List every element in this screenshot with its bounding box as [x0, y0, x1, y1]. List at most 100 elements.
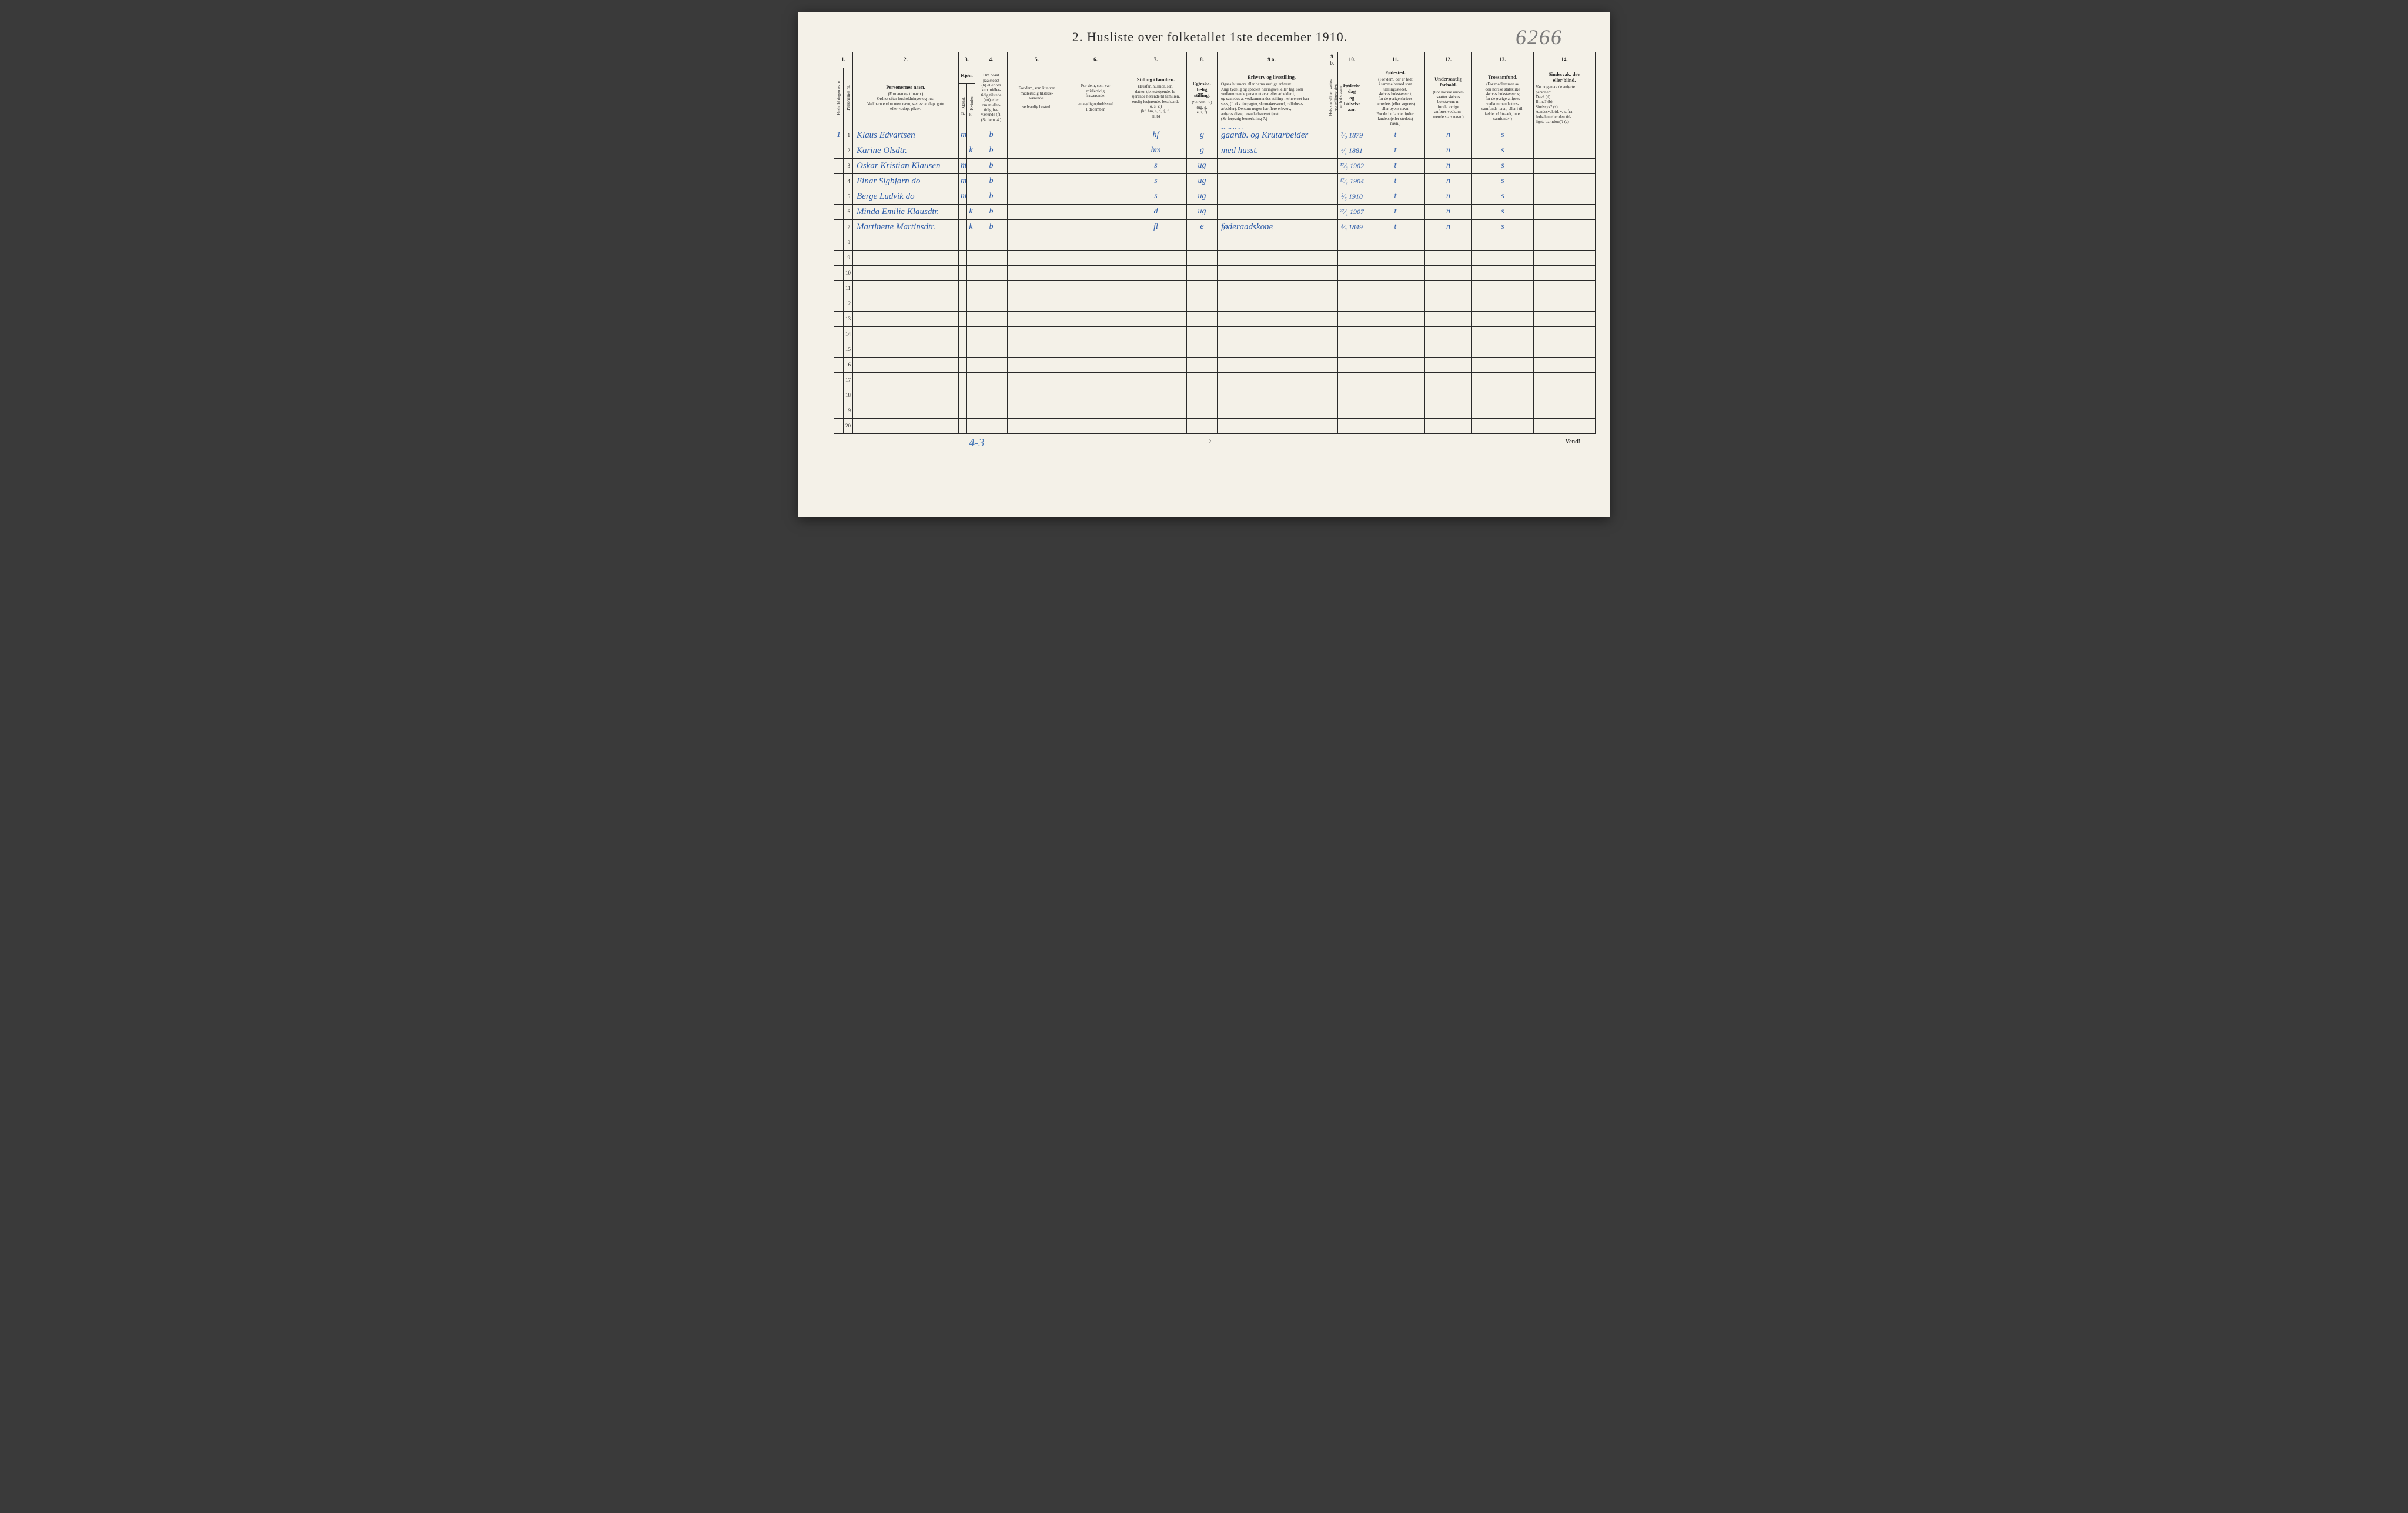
cell-erhverv: xo selviergaardb. og Krutarbeider	[1218, 128, 1326, 143]
col-num-6: 6.	[1066, 52, 1125, 68]
table-row: 5 Berge Ludvik do m b s ug ²⁄₅ 1910 t n …	[834, 189, 1596, 204]
cell-sex-m: m	[959, 158, 967, 173]
cell-egte: ug	[1187, 158, 1218, 173]
cell-sex-k	[967, 173, 975, 189]
census-table: 1. 2. 3. 4. 5. 6. 7. 8. 9 a. 9 b. 10. 11…	[834, 52, 1596, 434]
cell-egte: ug	[1187, 204, 1218, 219]
cell-erhverv	[1218, 189, 1326, 204]
col-num-9a: 9 a.	[1218, 52, 1326, 68]
hdr-maend: Mænd.m.	[959, 84, 967, 128]
page-title: 2. Husliste over folketallet 1ste decemb…	[1072, 29, 1347, 44]
handwritten-bottom: 4-3	[969, 436, 985, 450]
cell-hnr	[834, 173, 844, 189]
cell-c6	[1066, 173, 1125, 189]
cell-9b	[1326, 158, 1338, 173]
cell-c14	[1534, 219, 1596, 235]
cell-pnr: 19	[844, 403, 853, 418]
cell-hnr	[834, 143, 844, 158]
cell-egte: ug	[1187, 173, 1218, 189]
cell-c5	[1008, 143, 1066, 158]
col-num-4: 4.	[975, 52, 1008, 68]
hdr-bosat: Om bosat paa stedet (b) eller om kun mid…	[975, 68, 1008, 128]
table-row: 6 Minda Emilie Klausdtr. k b d ug ²⁷⁄₁ 1…	[834, 204, 1596, 219]
cell-c14	[1534, 158, 1596, 173]
cell-fsted: t	[1366, 158, 1425, 173]
cell-erhverv: med husst.	[1218, 143, 1326, 158]
hdr-fodested: Fødested. (For dem, der er født i samme …	[1366, 68, 1425, 128]
cell-name: Berge Ludvik do	[853, 189, 959, 204]
cell-hnr	[834, 219, 844, 235]
record-number: 6266	[1516, 25, 1563, 49]
cell-c14	[1534, 189, 1596, 204]
cell-sex-k: k	[967, 204, 975, 219]
cell-pnr: 18	[844, 388, 853, 403]
cell-c5	[1008, 128, 1066, 143]
cell-fsted: t	[1366, 204, 1425, 219]
hdr-midlertidig-tilstede: For dem, som kun var midlertidig tilsted…	[1008, 68, 1066, 128]
cell-c6	[1066, 158, 1125, 173]
cell-erhverv	[1218, 204, 1326, 219]
cell-fsted: t	[1366, 173, 1425, 189]
cell-bosat: b	[975, 158, 1008, 173]
cell-dob: ³⁄₆ 1849	[1338, 219, 1366, 235]
title-row: 2. Husliste over folketallet 1ste decemb…	[834, 29, 1586, 45]
cell-9b	[1326, 219, 1338, 235]
cell-stilling: s	[1125, 158, 1187, 173]
col-num-3: 3.	[959, 52, 975, 68]
cell-c6	[1066, 204, 1125, 219]
cell-under: n	[1425, 173, 1472, 189]
cell-egte: e	[1187, 219, 1218, 235]
table-row: 2 Karine Olsdtr. k b hm g med husst. ³⁄₁…	[834, 143, 1596, 158]
col-num-13: 13.	[1472, 52, 1534, 68]
hdr-sex: Kjøn.	[959, 68, 975, 84]
cell-pnr: 7	[844, 219, 853, 235]
cell-erhverv	[1218, 158, 1326, 173]
cell-sex-k: k	[967, 143, 975, 158]
cell-9b	[1326, 128, 1338, 143]
cell-under: n	[1425, 128, 1472, 143]
hdr-person-nr: Personernes nr.	[845, 83, 851, 113]
vend-text: Vend!	[1566, 439, 1580, 445]
hdr-trossamfund: Trossamfund. (For medlemmer av den norsk…	[1472, 68, 1534, 128]
table-row-empty: 12	[834, 296, 1596, 311]
cell-c14	[1534, 128, 1596, 143]
hdr-midlertidig-fravaerende: For dem, som var midlertidig fraværende:…	[1066, 68, 1125, 128]
table-row: 1 1 Klaus Edvartsen m b hf g xo selvierg…	[834, 128, 1596, 143]
cell-sex-k: k	[967, 219, 975, 235]
cell-stilling: fl	[1125, 219, 1187, 235]
table-body: 1 1 Klaus Edvartsen m b hf g xo selvierg…	[834, 128, 1596, 433]
cell-bosat: b	[975, 189, 1008, 204]
cell-9b	[1326, 189, 1338, 204]
cell-hnr	[834, 189, 844, 204]
table-row-empty: 14	[834, 326, 1596, 342]
hdr-erhverv: Erhverv og livsstilling. Ogsaa husmors e…	[1218, 68, 1326, 128]
cell-sex-k	[967, 189, 975, 204]
footer: 4-3 2 Vend!	[834, 439, 1586, 456]
cell-pnr: 1	[844, 128, 853, 143]
cell-pnr: 13	[844, 311, 853, 326]
cell-stilling: hf	[1125, 128, 1187, 143]
cell-c5	[1008, 189, 1066, 204]
cell-erhverv	[1218, 173, 1326, 189]
table-row-empty: 11	[834, 280, 1596, 296]
cell-c14	[1534, 204, 1596, 219]
cell-c14	[1534, 173, 1596, 189]
cell-fsted: t	[1366, 143, 1425, 158]
cell-bosat: b	[975, 219, 1008, 235]
table-row: 7 Martinette Martinsdtr. k b fl e fødera…	[834, 219, 1596, 235]
cell-tros: s	[1472, 219, 1534, 235]
cell-stilling: s	[1125, 173, 1187, 189]
cell-pnr: 20	[844, 418, 853, 433]
cell-stilling: d	[1125, 204, 1187, 219]
col-num-12: 12.	[1425, 52, 1472, 68]
cell-sex-m	[959, 204, 967, 219]
table-row-empty: 9	[834, 250, 1596, 265]
col-num-7: 7.	[1125, 52, 1187, 68]
table-row-empty: 8	[834, 235, 1596, 250]
header-number-row: 1. 2. 3. 4. 5. 6. 7. 8. 9 a. 9 b. 10. 11…	[834, 52, 1596, 68]
cell-pnr: 9	[844, 250, 853, 265]
table-header: 1. 2. 3. 4. 5. 6. 7. 8. 9 a. 9 b. 10. 11…	[834, 52, 1596, 128]
cell-under: n	[1425, 204, 1472, 219]
cell-pnr: 16	[844, 357, 853, 372]
cell-name: Karine Olsdtr.	[853, 143, 959, 158]
